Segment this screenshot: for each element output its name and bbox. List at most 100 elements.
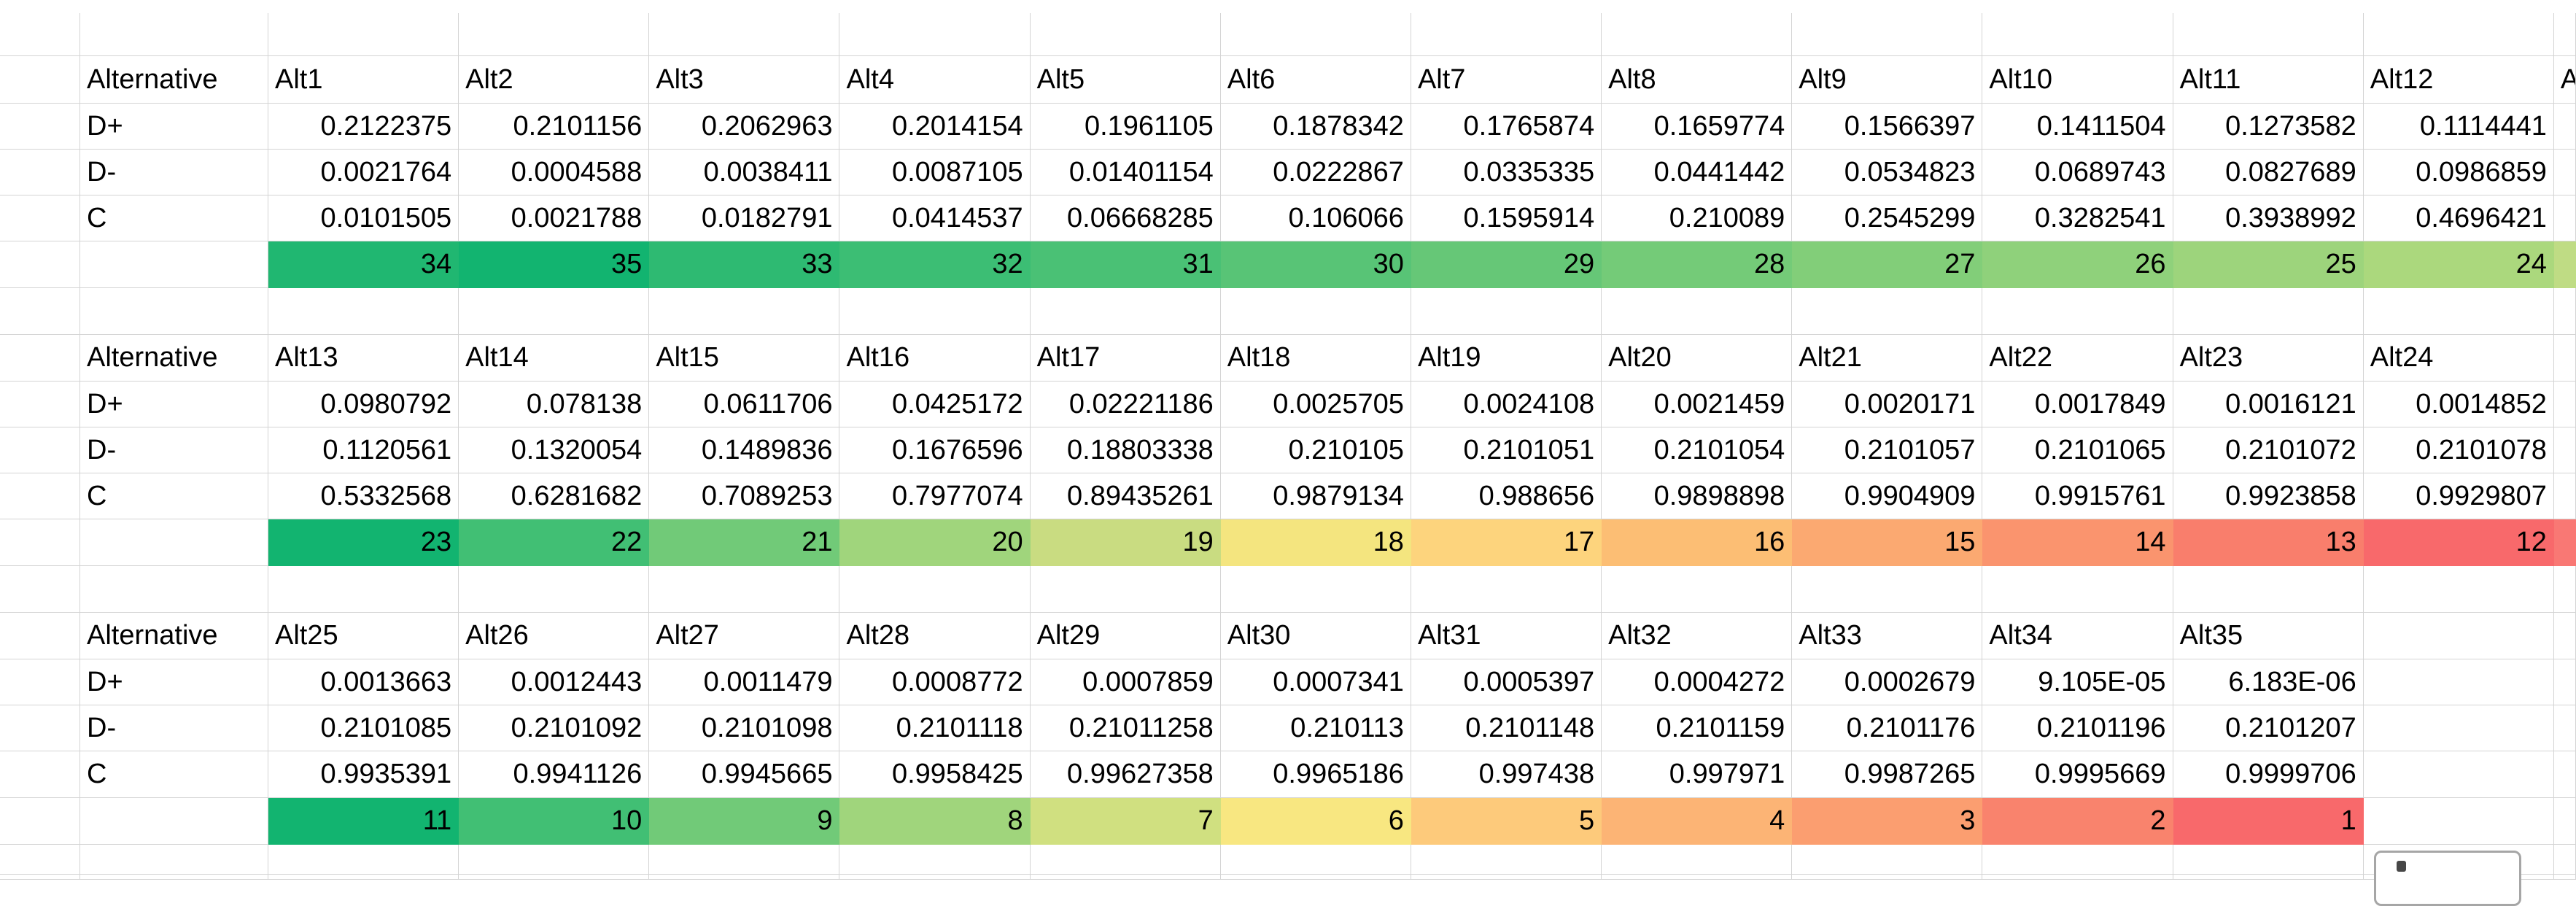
value-cell[interactable]: 0.01401154	[1030, 150, 1221, 195]
empty-cell[interactable]	[1792, 845, 1983, 875]
value-cell[interactable]: 0.2062963	[649, 104, 840, 150]
empty-cell[interactable]	[1031, 0, 1221, 13]
value-cell[interactable]: 0.2101156	[459, 104, 650, 150]
value-cell[interactable]: 0.0025705	[1220, 382, 1411, 427]
value-cell[interactable]: 0.0014852	[2363, 382, 2554, 427]
rank-cell[interactable]: 9	[649, 798, 840, 845]
empty-cell[interactable]	[0, 659, 80, 705]
empty-cell[interactable]	[0, 798, 80, 845]
empty-cell[interactable]	[1792, 875, 1983, 880]
rank-cell[interactable]: 29	[1411, 241, 1602, 288]
value-cell[interactable]: 0.2122375	[268, 104, 459, 150]
row-label-cell[interactable]: D+	[80, 382, 268, 427]
empty-cell[interactable]	[2554, 0, 2576, 13]
row-label-cell[interactable]: C	[80, 473, 268, 519]
header-label-cell[interactable]: Alternative	[80, 613, 268, 659]
value-cell[interactable]: 0.6281682	[459, 473, 650, 519]
value-cell[interactable]: 0.0011479	[649, 659, 840, 705]
rank-cell[interactable]	[2553, 519, 2576, 566]
empty-cell[interactable]	[1982, 0, 2173, 13]
rank-cell[interactable]: 6	[1220, 798, 1411, 845]
rank-cell[interactable]: 19	[1030, 519, 1221, 566]
value-cell[interactable]: 0.2101098	[649, 705, 840, 751]
value-cell[interactable]: 0.2101072	[2173, 427, 2364, 473]
value-cell[interactable]: 0.2101118	[839, 705, 1031, 751]
empty-cell[interactable]	[1982, 566, 2173, 613]
value-cell[interactable]: 0.2101065	[1982, 427, 2173, 473]
rank-cell[interactable]: 2	[1982, 798, 2173, 845]
value-cell[interactable]: 0.1595914	[1411, 195, 1602, 241]
empty-cell[interactable]	[2364, 0, 2554, 13]
column-header-cell[interactable]: Alt29	[1030, 613, 1221, 659]
rank-cell[interactable]: 35	[459, 241, 650, 288]
rank-cell[interactable]	[2363, 798, 2554, 845]
rank-cell[interactable]: 33	[649, 241, 840, 288]
empty-cell[interactable]	[2173, 566, 2364, 613]
rank-cell[interactable]: 27	[1792, 241, 1983, 288]
column-header-cell[interactable]: Alt18	[1220, 335, 1411, 382]
empty-cell[interactable]	[0, 56, 80, 104]
value-cell[interactable]: 0.0024108	[1411, 382, 1602, 427]
empty-cell[interactable]	[649, 0, 839, 13]
value-cell[interactable]: 0.997438	[1411, 751, 1602, 798]
empty-cell[interactable]	[2553, 798, 2576, 845]
column-header-cell[interactable]: Alt8	[1602, 56, 1793, 104]
value-cell[interactable]: 0.210105	[1220, 427, 1411, 473]
empty-cell[interactable]	[1220, 845, 1411, 875]
empty-cell[interactable]	[268, 875, 459, 880]
value-cell[interactable]: 0.1878342	[1220, 104, 1411, 150]
column-header-cell[interactable]: Alt7	[1411, 56, 1602, 104]
value-cell[interactable]: 0.9923858	[2173, 473, 2364, 519]
empty-cell[interactable]	[649, 13, 840, 56]
column-header-cell[interactable]: Alt35	[2173, 613, 2364, 659]
value-cell[interactable]: 0.0980792	[268, 382, 459, 427]
value-cell[interactable]: 0.0101505	[268, 195, 459, 241]
empty-cell[interactable]	[2553, 288, 2576, 335]
empty-cell[interactable]	[0, 0, 80, 13]
empty-cell[interactable]	[459, 566, 650, 613]
empty-cell[interactable]	[0, 473, 80, 519]
row-label-cell[interactable]: D-	[80, 705, 268, 751]
value-cell[interactable]: 0.9929807	[2363, 473, 2554, 519]
value-cell[interactable]: 0.0021459	[1602, 382, 1793, 427]
rank-cell[interactable]: 12	[2363, 519, 2554, 566]
value-cell[interactable]: 0.0007859	[1030, 659, 1221, 705]
row-label-cell[interactable]: C	[80, 751, 268, 798]
value-cell[interactable]: 0.2101078	[2363, 427, 2554, 473]
empty-cell[interactable]	[0, 613, 80, 659]
value-cell[interactable]: 9.105E-05	[1982, 659, 2173, 705]
rank-cell[interactable]: 20	[839, 519, 1031, 566]
empty-cell[interactable]	[1792, 566, 1983, 613]
empty-cell[interactable]	[649, 566, 840, 613]
empty-cell[interactable]	[1220, 875, 1411, 880]
value-cell[interactable]: 0.0335335	[1411, 150, 1602, 195]
value-cell[interactable]: 0.1273582	[2173, 104, 2364, 150]
value-cell[interactable]: 0.0689743	[1982, 150, 2173, 195]
empty-cell[interactable]	[1030, 566, 1221, 613]
value-cell[interactable]	[2363, 659, 2554, 705]
header-label-cell[interactable]: Alternative	[80, 335, 268, 382]
empty-cell[interactable]	[0, 241, 80, 288]
value-cell[interactable]: 0.0008772	[839, 659, 1031, 705]
empty-cell[interactable]	[0, 705, 80, 751]
column-header-cell[interactable]: Alt20	[1602, 335, 1793, 382]
empty-cell[interactable]	[268, 13, 459, 56]
value-cell[interactable]: 0.1411504	[1982, 104, 2173, 150]
rank-cell[interactable]: 32	[839, 241, 1031, 288]
rank-cell[interactable]: 11	[268, 798, 459, 845]
empty-cell[interactable]	[2363, 288, 2554, 335]
value-cell[interactable]: 0.0021788	[459, 195, 650, 241]
value-cell[interactable]: 0.2101196	[1982, 705, 2173, 751]
empty-cell[interactable]	[1030, 875, 1221, 880]
empty-cell[interactable]	[2173, 13, 2364, 56]
column-header-cell[interactable]: Alt15	[649, 335, 840, 382]
value-cell[interactable]: 0.0222867	[1220, 150, 1411, 195]
rank-cell[interactable]: 8	[839, 798, 1031, 845]
value-cell[interactable]: 0.9904909	[1792, 473, 1983, 519]
empty-cell[interactable]	[80, 241, 268, 288]
empty-cell[interactable]	[0, 875, 80, 880]
column-header-cell[interactable]: Alt23	[2173, 335, 2364, 382]
empty-cell[interactable]	[2553, 150, 2576, 195]
empty-cell[interactable]	[1220, 288, 1411, 335]
empty-cell[interactable]	[2173, 845, 2364, 875]
